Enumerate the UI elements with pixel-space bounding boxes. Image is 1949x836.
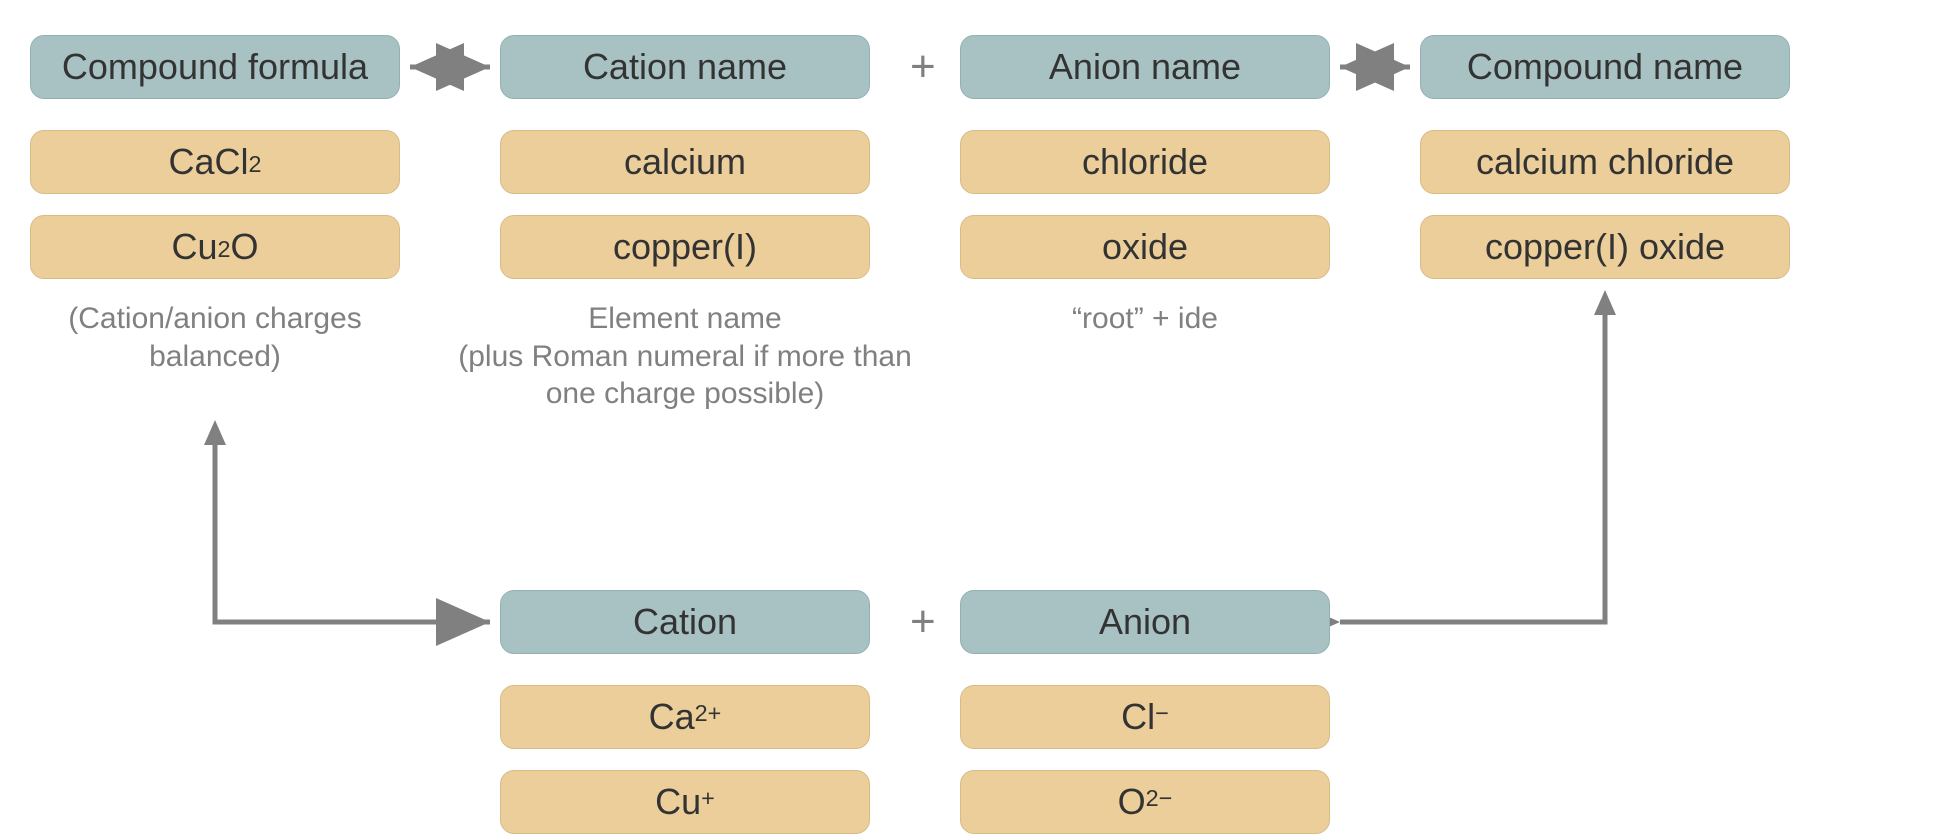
example-cation-ion-2: Cu+ bbox=[500, 770, 870, 834]
header-cation-name: Cation name bbox=[500, 35, 870, 99]
example-formula-2: Cu2O bbox=[30, 215, 400, 279]
example-formula-1: CaCl2 bbox=[30, 130, 400, 194]
header-compound-name: Compound name bbox=[1420, 35, 1790, 99]
arrow-elbow-left bbox=[215, 435, 490, 622]
caption-anion: “root” + ide bbox=[960, 300, 1330, 338]
example-anion-1: chloride bbox=[960, 130, 1330, 194]
example-cation-ion-1: Ca2+ bbox=[500, 685, 870, 749]
arrow-elbow-right-uphead bbox=[1594, 290, 1616, 315]
example-cation-2: copper(I) bbox=[500, 215, 870, 279]
plus-top: + bbox=[910, 42, 936, 92]
example-anion-ion-1: Cl− bbox=[960, 685, 1330, 749]
example-compound-1: calcium chloride bbox=[1420, 130, 1790, 194]
example-compound-2: copper(I) oxide bbox=[1420, 215, 1790, 279]
caption-cation: Element name(plus Roman numeral if more … bbox=[420, 300, 950, 413]
example-anion-ion-2: O2− bbox=[960, 770, 1330, 834]
arrow-elbow-right bbox=[1340, 305, 1605, 622]
example-cation-1: calcium bbox=[500, 130, 870, 194]
caption-formula: (Cation/anion chargesbalanced) bbox=[30, 300, 400, 375]
header-anion: Anion bbox=[960, 590, 1330, 654]
header-cation: Cation bbox=[500, 590, 870, 654]
header-compound-formula: Compound formula bbox=[30, 35, 400, 99]
example-anion-2: oxide bbox=[960, 215, 1330, 279]
plus-bottom: + bbox=[910, 597, 936, 647]
arrow-elbow-left-uphead bbox=[204, 420, 226, 445]
header-anion-name: Anion name bbox=[960, 35, 1330, 99]
